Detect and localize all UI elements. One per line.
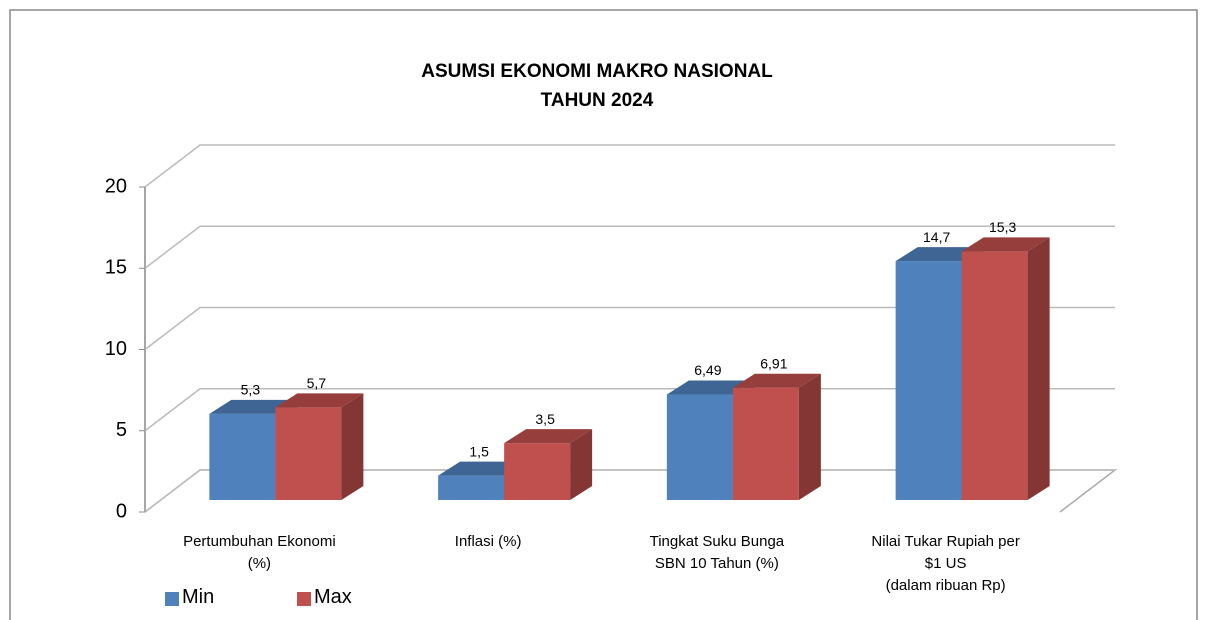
grid-line (144, 144, 1115, 188)
y-tick-label: 20 (105, 175, 127, 197)
grid-line (144, 225, 1115, 269)
bar-top (275, 393, 364, 408)
chart-title: ASUMSI EKONOMI MAKRO NASIONAL TAHUN 2024 (421, 61, 773, 111)
bar (666, 394, 733, 500)
bar-side (1027, 237, 1050, 500)
legend-swatch (165, 592, 179, 606)
x-tick-label: Nilai Tukar Rupiah per $1 US (dalam ribu… (871, 533, 1020, 594)
bar-side (798, 373, 821, 500)
x-tick-label: Inflasi (%) (454, 533, 522, 550)
data-label: 14,7 (923, 229, 950, 245)
data-label: 6,49 (694, 362, 721, 378)
bar-top (732, 373, 821, 388)
bar (732, 387, 799, 500)
grid-line (144, 306, 1115, 351)
data-label: 1,5 (469, 443, 489, 459)
y-tick-label: 10 (105, 338, 127, 360)
data-label: 6,91 (760, 355, 787, 371)
bar (438, 475, 505, 500)
legend-swatch (297, 592, 311, 606)
y-tick-label: 0 (116, 500, 127, 522)
bar (961, 251, 1028, 500)
y-tick-label: 5 (116, 419, 127, 441)
y-tick-label: 15 (105, 257, 127, 279)
bar-side (341, 393, 364, 500)
bar (895, 261, 962, 500)
bar (209, 413, 276, 500)
frame (9, 9, 1198, 620)
bar (275, 407, 342, 500)
data-label: 3,5 (535, 411, 555, 427)
legend-label: Min (182, 586, 215, 608)
bar-top (504, 429, 593, 444)
x-tick-label: Pertumbuhan Ekonomi (%) (183, 533, 336, 572)
legend-label: Max (314, 586, 352, 608)
bar (504, 443, 571, 500)
bar-top (961, 237, 1050, 252)
data-label: 15,3 (989, 219, 1016, 235)
x-tick-label: Tingkat Suku Bunga SBN 10 Tahun (%) (649, 533, 785, 572)
data-label: 5,7 (307, 375, 327, 391)
data-label: 5,3 (241, 382, 261, 398)
bar-side (570, 429, 593, 500)
